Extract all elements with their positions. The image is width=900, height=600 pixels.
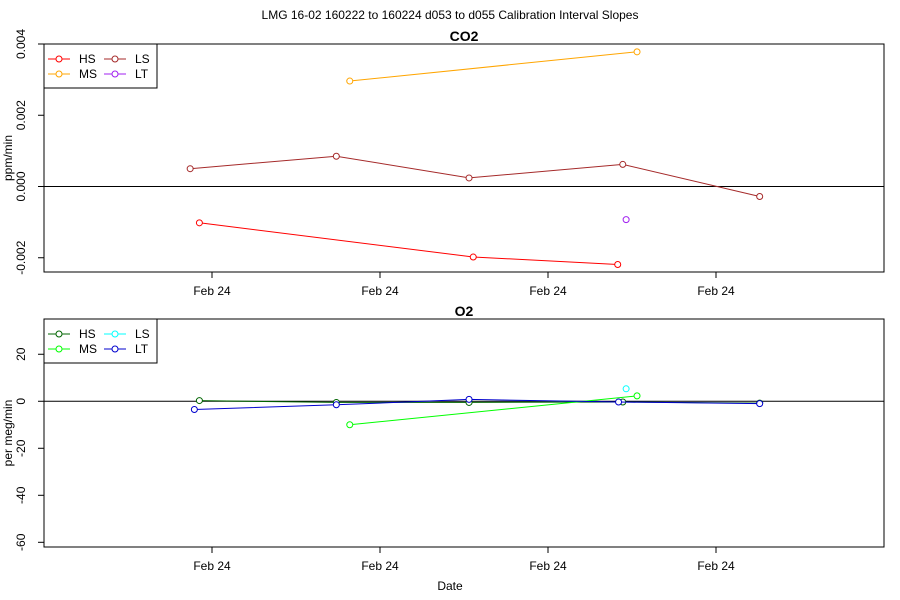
y-tick-label: 20 [14,347,28,361]
data-point-ms [346,421,354,429]
y-tick-label: 0 [14,398,28,405]
series-ls [622,385,630,393]
data-point-ms [346,77,354,85]
y-tick-label: 0.002 [14,100,28,130]
data-point-ls [622,385,630,393]
x-tick-label: Feb 24 [361,284,399,298]
y-tick-label: -20 [14,439,28,457]
legend-label-ms: MS [79,342,97,356]
data-point-lt [615,398,623,406]
legend-label-hs: HS [79,52,96,66]
legend-marker-ms [55,345,63,353]
legend-label-hs: HS [79,327,96,341]
legend-label-ms: MS [79,67,97,81]
legend-marker-lt [111,70,119,78]
data-point-hs [469,253,477,261]
figure-title: LMG 16-02 160222 to 160224 d053 to d055 … [262,8,639,22]
series-ms [346,48,641,85]
panel-title: O2 [455,303,474,319]
panel-o2: O2 -60 -40 -20 0 20 per meg/min Feb 24 Feb 24 Feb… [1,303,885,573]
x-tick-label: Feb 24 [697,559,735,573]
x-tick-label: Feb 24 [697,284,735,298]
data-point-ls [332,152,340,160]
series-lt [622,216,630,224]
y-axis-label: per meg/min [1,400,15,467]
plot-frame [43,318,885,548]
legend-marker-ls [111,55,119,63]
y-tick-label: 0.000 [14,171,28,201]
data-point-ms [633,48,641,56]
x-tick-label: Feb 24 [529,559,567,573]
data-point-ls [465,174,473,182]
data-point-lt [190,405,198,413]
data-point-lt [332,401,340,409]
legend-marker-lt [111,345,119,353]
series-hs [195,219,622,269]
series-line-hs [199,222,618,265]
legend-marker-ms [55,70,63,78]
plot-frame [43,43,885,273]
data-point-lt [465,395,473,403]
data-point-lt [756,400,764,408]
legend-box [43,318,158,364]
x-tick-label: Feb 24 [529,284,567,298]
data-point-ms [633,392,641,400]
series-ls [186,152,764,200]
y-axis-label: ppm/min [1,135,15,181]
data-point-hs [195,397,203,405]
series-line-ms [349,51,638,82]
data-point-lt [622,216,630,224]
x-tick-label: Feb 24 [193,559,231,573]
y-tick-label: -0.002 [14,240,28,274]
data-point-hs [195,219,203,227]
legend-box [43,43,158,89]
panel-title: CO2 [450,28,479,44]
legend-marker-ls [111,330,119,338]
legend-label-ls: LS [135,327,150,341]
x-axis-title: Date [437,579,463,593]
panel-co2: CO2 -0.002 0.000 0.002 0.004 ppm/min Feb 24 Feb… [1,28,885,298]
legend-label-ls: LS [135,52,150,66]
legend-marker-hs [55,55,63,63]
series-lt [190,395,764,413]
series-hs [195,397,764,407]
data-point-ls [186,165,194,173]
series-line-ms [349,395,638,426]
legend-marker-hs [55,330,63,338]
data-point-ls [619,160,627,168]
x-tick-label: Feb 24 [361,559,399,573]
y-tick-label: -40 [14,486,28,504]
data-point-ls [756,192,764,200]
data-point-hs [614,261,622,269]
x-tick-label: Feb 24 [193,284,231,298]
legend-label-lt: LT [135,67,149,81]
y-tick-label: -60 [14,533,28,551]
legend-label-lt: LT [135,342,149,356]
y-tick-label: 0.004 [14,29,28,59]
series-line-ls [190,155,760,197]
series-ms [346,392,641,429]
